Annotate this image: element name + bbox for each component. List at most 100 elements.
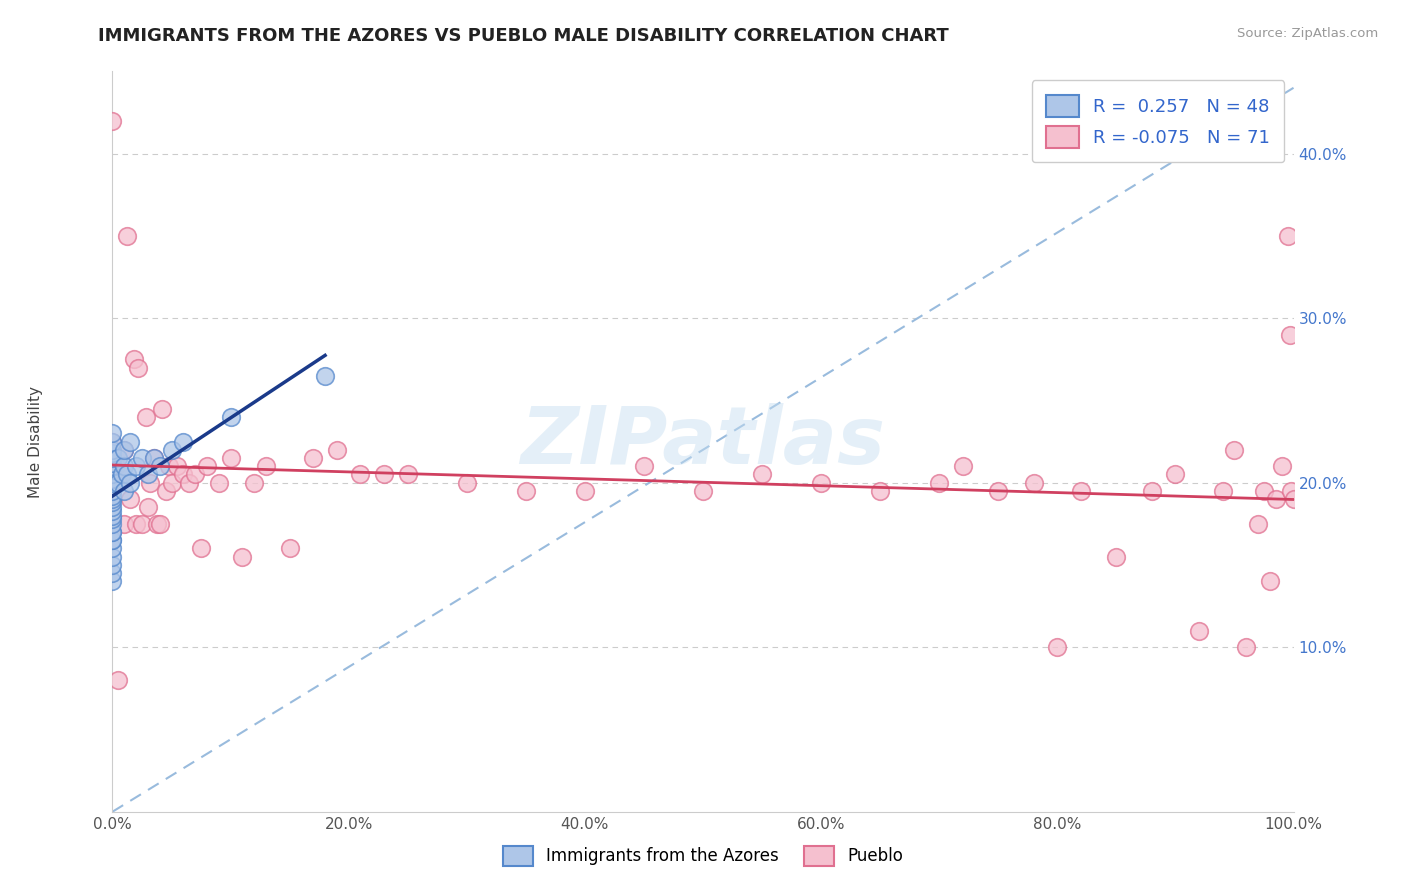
Point <box>112 442 135 457</box>
Point <box>751 467 773 482</box>
Point <box>101 549 124 564</box>
Point <box>120 434 142 449</box>
Point <box>373 467 395 482</box>
Point <box>101 426 124 441</box>
Point <box>1253 483 1275 498</box>
Point <box>1164 467 1187 482</box>
Point <box>115 228 138 243</box>
Point <box>1277 228 1299 243</box>
Point <box>101 533 124 548</box>
Point <box>692 483 714 498</box>
Point <box>101 512 124 526</box>
Point <box>314 368 336 383</box>
Point <box>101 446 124 460</box>
Point <box>157 459 180 474</box>
Point <box>326 442 349 457</box>
Point <box>101 574 124 589</box>
Point <box>101 472 124 486</box>
Point <box>101 558 124 572</box>
Point <box>1234 640 1257 655</box>
Point <box>105 459 128 474</box>
Point <box>101 508 124 523</box>
Point <box>101 500 124 515</box>
Point <box>160 475 183 490</box>
Point <box>349 467 371 482</box>
Point <box>208 475 231 490</box>
Point <box>101 541 124 556</box>
Point <box>190 541 212 556</box>
Point <box>1070 483 1092 498</box>
Point <box>101 462 124 476</box>
Point <box>574 483 596 498</box>
Point <box>1046 640 1069 655</box>
Point <box>179 475 201 490</box>
Point <box>122 352 145 367</box>
Point <box>101 479 124 493</box>
Point <box>166 459 188 474</box>
Point <box>101 533 124 548</box>
Point <box>136 467 159 482</box>
Point <box>101 503 124 517</box>
Point <box>101 495 124 509</box>
Point <box>1223 442 1246 457</box>
Point <box>111 467 134 482</box>
Point <box>139 475 162 490</box>
Point <box>231 549 253 564</box>
Point <box>101 450 124 465</box>
Point <box>184 467 207 482</box>
Point <box>101 524 124 539</box>
Point <box>278 541 301 556</box>
Point <box>101 434 124 449</box>
Point <box>172 467 194 482</box>
Point <box>150 401 173 416</box>
Point <box>1188 624 1211 638</box>
Point <box>160 442 183 457</box>
Point <box>112 442 135 457</box>
Text: IMMIGRANTS FROM THE AZORES VS PUEBLO MALE DISABILITY CORRELATION CHART: IMMIGRANTS FROM THE AZORES VS PUEBLO MAL… <box>98 27 949 45</box>
Point <box>928 475 950 490</box>
Point <box>1105 549 1128 564</box>
Point <box>136 500 159 515</box>
Point <box>142 450 165 465</box>
Point <box>135 409 157 424</box>
Point <box>101 566 124 581</box>
Point <box>107 450 129 465</box>
Point <box>952 459 974 474</box>
Point <box>172 434 194 449</box>
Point <box>107 673 129 687</box>
Point <box>101 524 124 539</box>
Point <box>302 450 325 465</box>
Point <box>1140 483 1163 498</box>
Point <box>120 492 142 507</box>
Point <box>101 442 124 457</box>
Point <box>1282 492 1305 507</box>
Point <box>1279 483 1302 498</box>
Point <box>1212 483 1234 498</box>
Point <box>515 483 537 498</box>
Point <box>107 475 129 490</box>
Point <box>243 475 266 490</box>
Point <box>101 459 124 474</box>
Point <box>1264 492 1286 507</box>
Point <box>1247 516 1270 531</box>
Text: ZIPatlas: ZIPatlas <box>520 402 886 481</box>
Point <box>120 475 142 490</box>
Point <box>101 475 124 490</box>
Point <box>101 467 124 482</box>
Point <box>1278 327 1301 342</box>
Point <box>456 475 478 490</box>
Point <box>101 456 124 470</box>
Point <box>1022 475 1045 490</box>
Y-axis label: Male Disability: Male Disability <box>28 385 44 498</box>
Point <box>101 492 124 507</box>
Legend: Immigrants from the Azores, Pueblo: Immigrants from the Azores, Pueblo <box>489 832 917 880</box>
Point <box>219 409 242 424</box>
Point <box>195 459 218 474</box>
Point <box>219 450 242 465</box>
Text: Source: ZipAtlas.com: Source: ZipAtlas.com <box>1237 27 1378 40</box>
Point <box>1258 574 1281 589</box>
Point <box>115 467 138 482</box>
Point <box>101 475 124 490</box>
Point <box>112 516 135 531</box>
Point <box>101 450 124 465</box>
